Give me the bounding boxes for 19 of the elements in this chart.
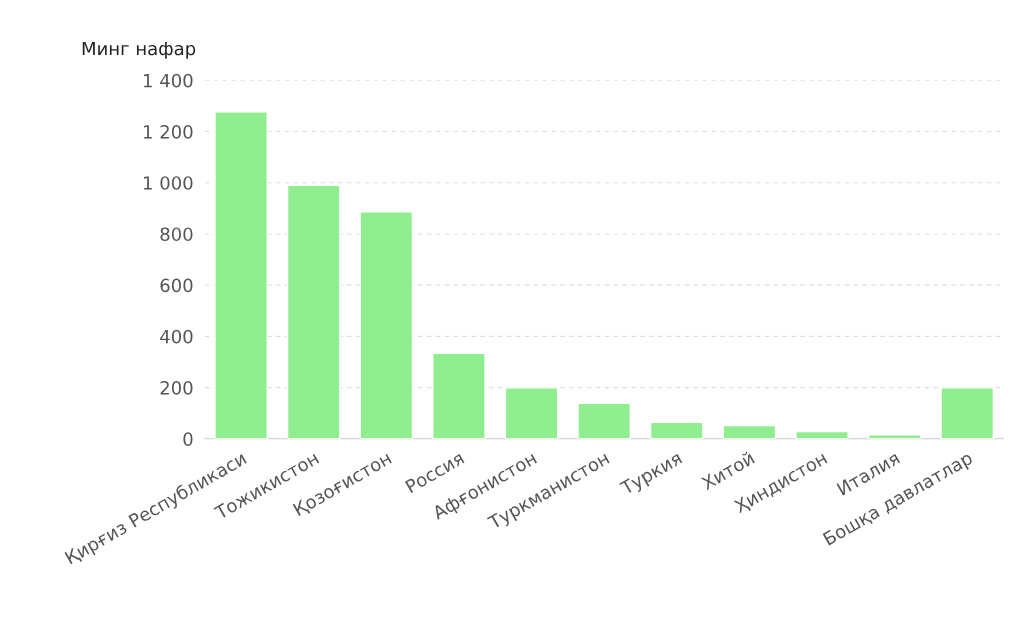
bar <box>359 210 414 439</box>
bar <box>432 352 486 439</box>
bar <box>940 387 995 439</box>
y-tick-label: 200 <box>160 381 193 395</box>
bar <box>795 430 849 439</box>
bar <box>649 421 704 439</box>
y-tick-label: 0 <box>183 432 193 446</box>
y-tick-label: 1 000 <box>143 176 193 190</box>
y-tick-label: 400 <box>160 329 193 344</box>
bar <box>286 184 341 439</box>
y-axis-title: Минг нафар <box>82 41 196 59</box>
y-tick-label: 600 <box>160 278 193 293</box>
bar <box>577 402 631 439</box>
bar <box>504 387 559 439</box>
y-tick-label: 1 200 <box>143 125 193 139</box>
y-tick-label: 800 <box>160 227 193 242</box>
y-tick-label: 1 400 <box>143 73 193 88</box>
bar <box>722 424 777 439</box>
bar <box>214 111 268 439</box>
